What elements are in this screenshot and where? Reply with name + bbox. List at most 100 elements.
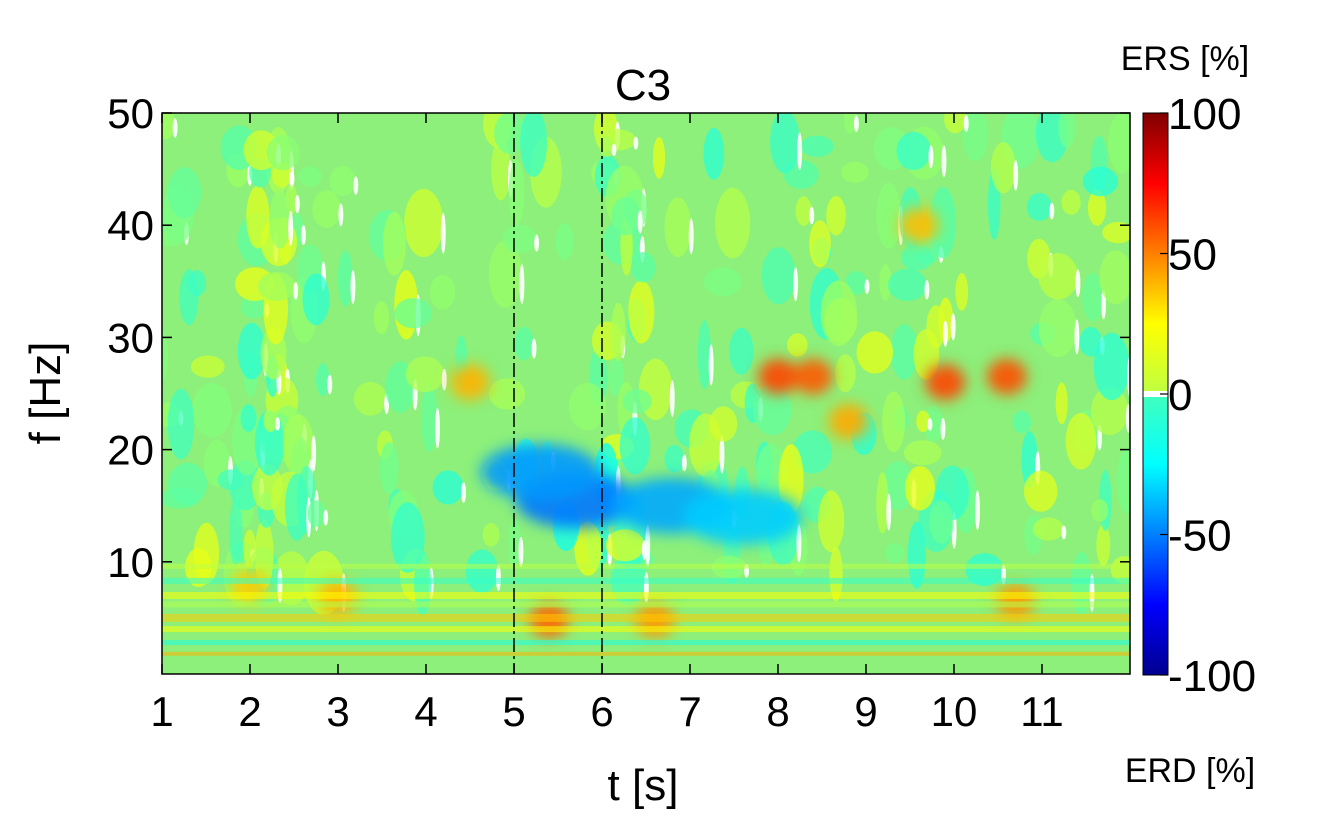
texture-blob: [162, 328, 169, 381]
event-markers: [513, 113, 603, 674]
texture-blob: [217, 469, 245, 491]
texture-blob: [697, 320, 712, 390]
texture-blob: [491, 138, 511, 201]
colorbar-tick-label: -50: [1168, 512, 1232, 561]
texture-blob: [243, 529, 257, 569]
texture-blob: [709, 406, 738, 442]
zero-contour: [941, 145, 947, 178]
zero-contour: [289, 171, 295, 187]
x-tick-label: 2: [238, 688, 261, 735]
texture-blob: [229, 499, 243, 566]
zero-contour: [927, 418, 933, 431]
texture-blob: [488, 378, 526, 410]
texture-blob: [944, 113, 967, 134]
texture-blob: [929, 186, 957, 259]
zero-contour: [886, 493, 892, 531]
texture-blob: [1061, 189, 1081, 215]
texture-blob: [664, 444, 685, 473]
texture-blob: [610, 302, 626, 361]
texture-blob: [619, 417, 651, 475]
texture-blob: [652, 137, 666, 179]
texture-blob: [555, 222, 574, 261]
heatmap-frequency-bands: [162, 563, 1130, 656]
colorbar-tick-label: 0: [1168, 371, 1192, 420]
texture-blob: [876, 182, 901, 249]
texture-blob: [820, 280, 858, 346]
texture-blob: [482, 523, 500, 547]
texture-blob: [903, 440, 942, 466]
texture-blob: [432, 470, 464, 505]
zero-contour: [518, 536, 524, 568]
texture-blob: [631, 251, 656, 283]
x-tick-label: 5: [502, 688, 525, 735]
zero-contour: [172, 118, 178, 138]
colorbar: 100 50 0 -50 -100 ERS [%] ERD [%]: [1121, 40, 1256, 790]
texture-blob: [266, 134, 300, 171]
texture-blob: [843, 113, 857, 134]
texture-blob: [382, 211, 406, 276]
feature-mark: [828, 403, 869, 440]
zero-contour: [1061, 525, 1067, 540]
zero-contour: [719, 435, 725, 474]
frequency-band: [162, 626, 1130, 633]
texture-blob: [1096, 524, 1111, 567]
texture-blob: [1024, 470, 1058, 512]
texture-blob: [240, 404, 257, 432]
zero-contour: [669, 380, 675, 417]
texture-blob: [924, 405, 944, 442]
texture-blob: [379, 442, 399, 495]
zero-contour: [353, 176, 359, 195]
frequency-band: [162, 563, 1130, 569]
texture-blob: [876, 472, 889, 534]
texture-blob: [237, 322, 266, 380]
texture-blob: [599, 136, 615, 157]
texture-blob: [753, 384, 792, 436]
zero-contour: [519, 264, 525, 305]
texture-blob: [1026, 192, 1052, 221]
texture-blob: [269, 190, 291, 249]
texture-blob: [405, 356, 445, 393]
texture-blob: [1055, 382, 1068, 425]
feature-mark: [230, 568, 270, 605]
texture-blob: [284, 473, 309, 541]
zero-contour: [809, 206, 815, 225]
texture-blob: [240, 294, 267, 319]
texture-blob: [962, 113, 989, 162]
texture-blob: [703, 127, 725, 180]
zero-contour: [611, 143, 617, 156]
zero-contour: [864, 279, 870, 294]
frequency-band: [162, 651, 1130, 656]
texture-blob: [1116, 447, 1130, 514]
colorbar-tick-label: -100: [1168, 652, 1256, 701]
zero-contour: [975, 490, 981, 531]
plot-frame: [161, 112, 1131, 675]
texture-blob: [298, 166, 322, 187]
texture-blob: [882, 391, 906, 453]
colorbar-tick-label: 100: [1168, 90, 1241, 139]
zero-contour: [1049, 202, 1055, 220]
frequency-band: [162, 601, 1130, 608]
texture-blob: [353, 381, 387, 416]
texture-blob: [884, 542, 905, 563]
texture-blob: [795, 196, 812, 226]
texture-blob: [502, 224, 537, 253]
texture-blob: [193, 522, 220, 585]
texture-blob: [622, 389, 652, 414]
x-tick-label: 4: [414, 688, 437, 735]
texture-blob: [190, 355, 225, 378]
zero-contour: [645, 524, 651, 567]
feature-mark: [758, 358, 798, 395]
feature-mark: [480, 444, 601, 501]
zero-contour: [350, 270, 356, 304]
texture-blob: [761, 247, 796, 305]
texture-blob: [394, 298, 432, 329]
colorbar-top-label: ERS [%]: [1121, 40, 1249, 78]
zero-contour: [950, 313, 956, 341]
texture-blob: [1038, 298, 1077, 358]
texture-blob: [818, 490, 845, 553]
zero-contour: [435, 407, 441, 449]
y-tick-label: 20: [107, 427, 154, 474]
zero-contour: [637, 210, 643, 234]
texture-blob: [770, 113, 800, 174]
